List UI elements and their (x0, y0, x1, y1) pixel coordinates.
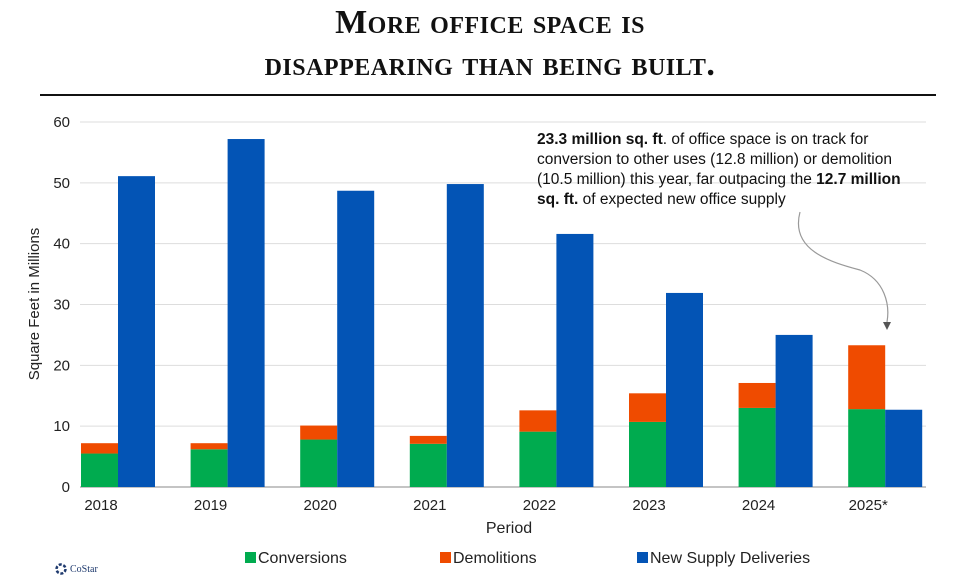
bar-conversions (190, 449, 228, 487)
x-tick-label: 2021 (413, 497, 446, 514)
legend-label: New Supply Deliveries (650, 550, 810, 567)
x-tick-label: 2025* (849, 497, 888, 514)
bar-demolitions (519, 410, 557, 432)
legend-swatch-2 (637, 552, 648, 563)
x-axis-label: Period (486, 520, 532, 537)
bar-conversions (81, 453, 118, 487)
bar-demolitions (848, 345, 886, 410)
annotation-supply: 12.7 million sq. ft. (537, 171, 901, 208)
y-axis-label: Square Feet in Millions (26, 228, 43, 381)
y-tick-label: 20 (53, 357, 70, 374)
bar-conversions (300, 439, 338, 487)
bar-demolitions (300, 425, 338, 440)
bar-new-supply (227, 139, 265, 488)
chart-title-line-2: disappearing than being built. (264, 46, 716, 83)
x-tick-label: 2018 (84, 497, 117, 514)
y-tick-label: 40 (53, 236, 70, 253)
legend-label: Conversions (258, 550, 347, 567)
legend-swatch-0 (245, 552, 256, 563)
bar-conversions (738, 407, 776, 487)
y-tick-label: 0 (62, 479, 70, 496)
x-tick-label: 2020 (304, 497, 337, 514)
x-tick-label: 2023 (632, 497, 665, 514)
title-divider (40, 94, 936, 96)
annotation-body: . of office space is on track for conver… (537, 131, 892, 188)
bar-demolitions (409, 435, 447, 444)
bar-new-supply (775, 334, 813, 487)
x-tick-label: 2019 (194, 497, 227, 514)
y-tick-label: 30 (53, 297, 70, 314)
bar-demolitions (190, 443, 228, 450)
annotation-text: 23.3 million sq. ft. of office space is … (537, 130, 917, 210)
bar-conversions (629, 421, 666, 487)
x-tick-label: 2024 (742, 497, 775, 514)
bar-new-supply (666, 292, 703, 487)
chart-title-line-1: More office space is (335, 4, 645, 41)
bar-new-supply (556, 233, 594, 487)
annotation-arrow (797, 211, 889, 323)
bar-new-supply (446, 184, 484, 488)
legend-swatch-1 (440, 552, 451, 563)
bar-new-supply (885, 409, 923, 487)
bar-demolitions (738, 382, 776, 408)
logo-text: CoStar (70, 563, 98, 575)
y-tick-label: 50 (53, 175, 70, 192)
costar-logo-icon (55, 563, 67, 575)
bar-conversions (409, 443, 447, 487)
y-tick-label: 10 (53, 418, 70, 435)
bar-new-supply (337, 190, 375, 487)
bar-demolitions (629, 393, 666, 422)
annotation-tail: of expected new office supply (578, 191, 786, 208)
arrow-head-icon (883, 322, 891, 330)
costar-logo: CoStar (55, 563, 98, 575)
bar-conversions (519, 431, 557, 487)
y-tick-label: 60 (53, 114, 70, 131)
x-tick-label: 2022 (523, 497, 556, 514)
legend-label: Demolitions (453, 550, 537, 567)
annotation-total: 23.3 million sq. ft (537, 131, 663, 148)
bar-new-supply (118, 176, 155, 487)
bar-demolitions (81, 443, 118, 454)
bar-conversions (848, 409, 886, 487)
